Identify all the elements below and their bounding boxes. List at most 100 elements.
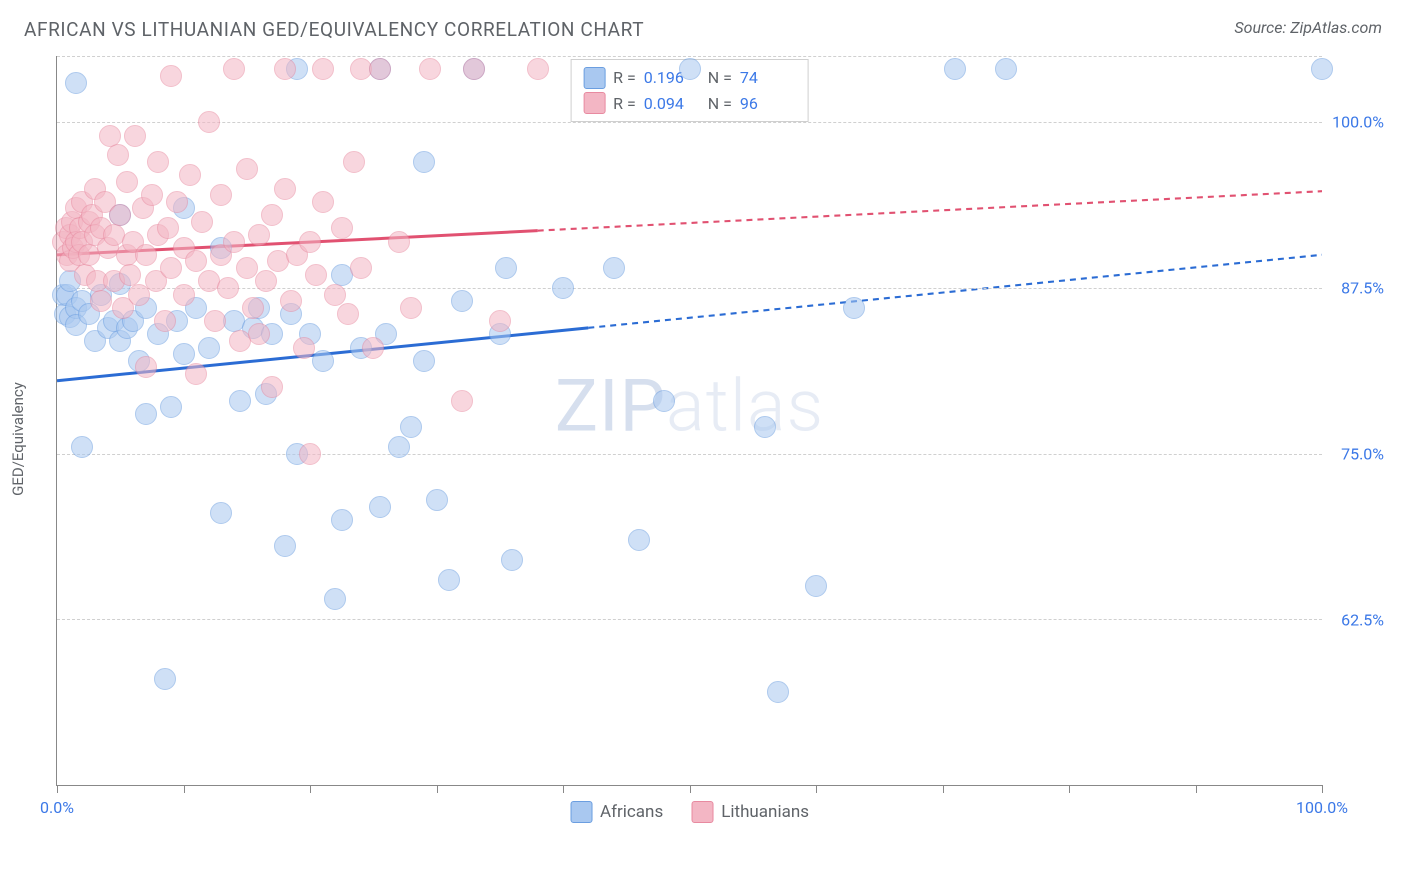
data-point — [71, 436, 93, 458]
y-tick-label: 75.0% — [1320, 445, 1384, 464]
data-point — [90, 290, 112, 312]
data-point — [204, 310, 226, 332]
data-point — [124, 125, 146, 147]
legend-n-value-africans: 74 — [740, 65, 796, 91]
x-tick — [310, 785, 311, 793]
data-point — [141, 184, 163, 206]
x-tick — [816, 785, 817, 793]
legend-swatch-africans — [570, 801, 592, 823]
legend-row-lithuanians: R = 0.094 N = 96 — [583, 91, 796, 117]
legend-label-lithuanians: Lithuanians — [721, 802, 809, 822]
data-point — [65, 72, 87, 94]
data-point — [426, 489, 448, 511]
gridline — [57, 122, 1322, 123]
data-point — [255, 270, 277, 292]
data-point — [116, 171, 138, 193]
data-point — [217, 277, 239, 299]
data-point — [324, 588, 346, 610]
x-tick — [437, 785, 438, 793]
x-tick-label: 100.0% — [1296, 798, 1348, 817]
data-point — [495, 257, 517, 279]
data-point — [274, 58, 296, 80]
data-point — [603, 257, 625, 279]
data-point — [805, 575, 827, 597]
data-point — [413, 350, 435, 372]
data-point — [1311, 58, 1333, 80]
watermark-big: ZIP — [555, 363, 666, 448]
data-point — [99, 125, 121, 147]
data-point — [185, 250, 207, 272]
data-point — [388, 231, 410, 253]
data-point — [166, 191, 188, 213]
data-point — [261, 376, 283, 398]
data-point — [451, 290, 473, 312]
data-point — [179, 164, 201, 186]
data-point — [293, 337, 315, 359]
gridline — [57, 288, 1322, 289]
data-point — [400, 416, 422, 438]
data-point — [944, 58, 966, 80]
data-point — [191, 211, 213, 233]
data-point — [242, 297, 264, 319]
data-point — [147, 151, 169, 173]
data-point — [312, 350, 334, 372]
data-point — [552, 277, 574, 299]
data-point — [107, 144, 129, 166]
data-point — [527, 58, 549, 80]
y-axis-label: GED/Equivalency — [9, 382, 27, 496]
data-point — [198, 111, 220, 133]
data-point — [154, 668, 176, 690]
data-point — [157, 217, 179, 239]
data-point — [274, 535, 296, 557]
watermark: ZIPatlas — [555, 363, 824, 448]
data-point — [337, 303, 359, 325]
data-point — [236, 158, 258, 180]
data-point — [312, 58, 334, 80]
data-point — [185, 363, 207, 385]
data-point — [312, 191, 334, 213]
data-point — [135, 356, 157, 378]
data-point — [248, 323, 270, 345]
chart-container: GED/Equivalency ZIPatlas R = 0.196 N = 7… — [56, 56, 1382, 822]
data-point — [160, 65, 182, 87]
legend-swatch-lithuanians — [583, 92, 605, 114]
data-point — [154, 310, 176, 332]
data-point — [995, 58, 1017, 80]
data-point — [210, 184, 232, 206]
data-point — [369, 58, 391, 80]
legend-r-label: R = — [613, 91, 636, 117]
data-point — [135, 244, 157, 266]
data-point — [173, 343, 195, 365]
gridline — [57, 619, 1322, 620]
data-point — [109, 204, 131, 226]
data-point — [324, 284, 346, 306]
data-point — [261, 204, 283, 226]
gridline — [57, 56, 1322, 57]
data-point — [362, 337, 384, 359]
data-point — [248, 224, 270, 246]
data-point — [299, 231, 321, 253]
data-point — [501, 549, 523, 571]
legend-n-value-lithuanians: 96 — [740, 91, 796, 117]
data-point — [198, 337, 220, 359]
data-point — [160, 396, 182, 418]
legend-n-label: N = — [708, 91, 732, 117]
data-point — [419, 58, 441, 80]
y-tick-label: 100.0% — [1320, 113, 1384, 132]
data-point — [274, 178, 296, 200]
data-point — [229, 390, 251, 412]
legend-item-africans: Africans — [570, 801, 663, 823]
data-point — [350, 257, 372, 279]
data-point — [679, 58, 701, 80]
data-point — [438, 569, 460, 591]
data-point — [489, 310, 511, 332]
data-point — [463, 58, 485, 80]
data-point — [280, 290, 302, 312]
data-point — [305, 264, 327, 286]
data-point — [331, 217, 353, 239]
legend-series: Africans Lithuanians — [570, 801, 809, 823]
data-point — [119, 264, 141, 286]
x-tick — [690, 785, 691, 793]
data-point — [369, 496, 391, 518]
x-tick — [1322, 785, 1323, 793]
